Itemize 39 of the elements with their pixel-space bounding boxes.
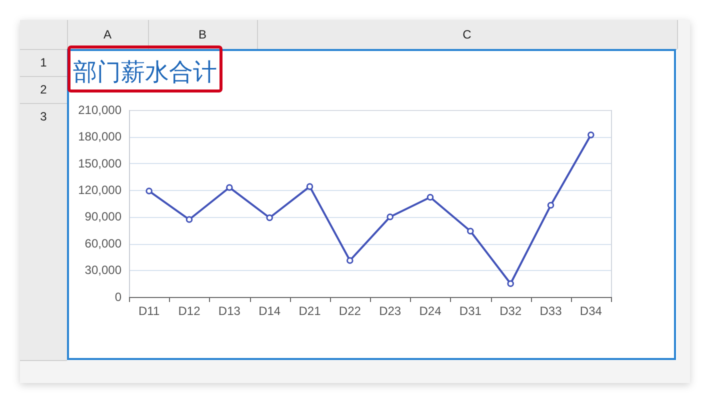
text: B: [198, 28, 207, 42]
y-tick-label: 0: [114, 290, 122, 304]
point: [306, 183, 314, 190]
point: [547, 202, 554, 209]
y-tick-label: 120,000: [78, 182, 122, 197]
point: [467, 228, 474, 234]
x-tick-label: D11: [138, 304, 160, 318]
text: 1: [40, 56, 48, 70]
x-tick-label: D24: [419, 304, 442, 318]
x-tick-label: D23: [379, 304, 402, 318]
x-tick-label: D31: [459, 304, 482, 318]
point: [588, 132, 594, 138]
point: [146, 188, 152, 194]
text: 3: [40, 110, 48, 124]
x-tick-label: D12: [178, 304, 201, 318]
x-tick-label: D34: [580, 304, 602, 318]
y-tick-label: 210,000: [78, 102, 122, 117]
text: A: [103, 28, 112, 42]
point: [266, 214, 273, 222]
text: C: [462, 28, 472, 42]
y-tick-label: 90,000: [84, 210, 122, 224]
chart-title: 部门薪水合计: [73, 58, 217, 86]
x-tick-label: D14: [258, 304, 281, 318]
point: [507, 280, 514, 288]
x-tick-label: D13: [218, 304, 241, 318]
text: 2: [40, 82, 48, 96]
y-tick-label: 30,000: [84, 263, 122, 278]
x-tick-label: D21: [298, 304, 322, 318]
y-tick-label: 180,000: [78, 130, 122, 144]
x-tick-label: D22: [338, 304, 362, 318]
point: [346, 257, 354, 264]
point: [386, 213, 394, 220]
y-tick-label: 60,000: [84, 236, 122, 250]
y-tick-label: 150,000: [78, 156, 122, 170]
x-tick-label: D33: [540, 304, 562, 318]
point: [226, 184, 233, 191]
point: [186, 216, 193, 223]
x-tick-label: D32: [500, 304, 522, 318]
point: [426, 194, 434, 201]
